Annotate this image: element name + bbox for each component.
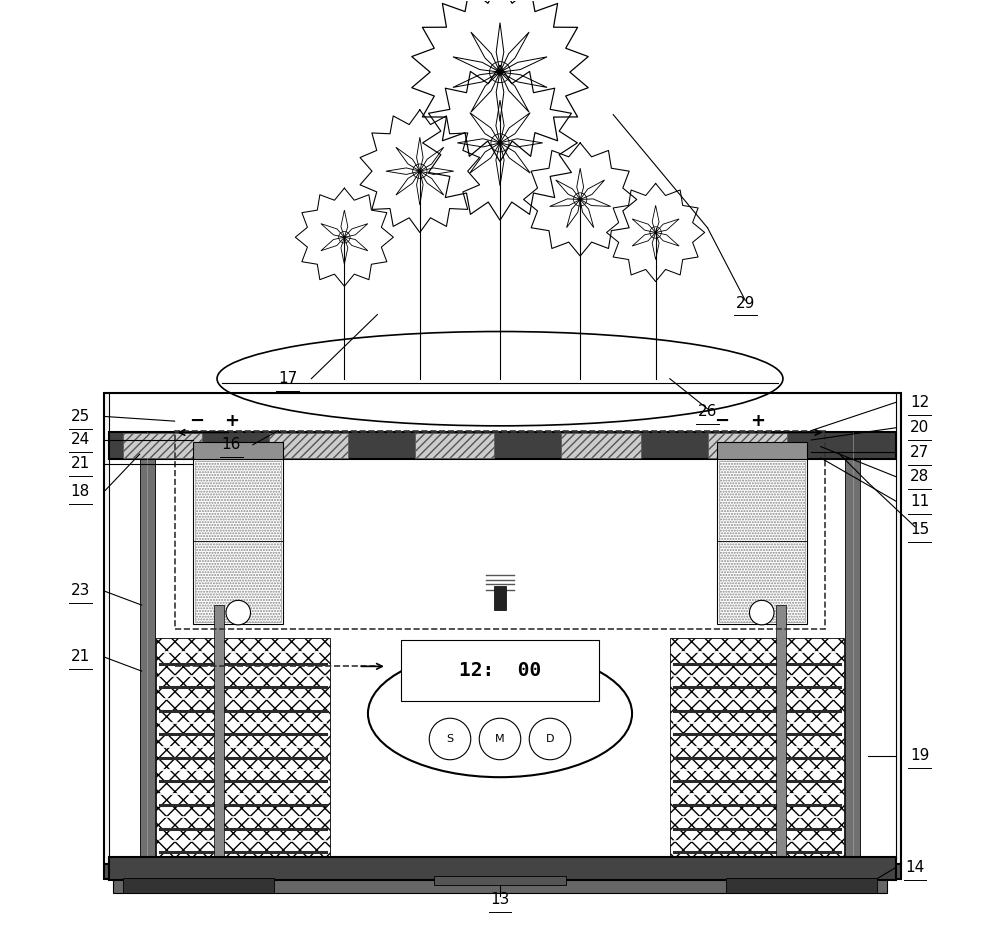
Bar	[123, 878, 274, 893]
Text: 26: 26	[698, 404, 717, 419]
Text: 23: 23	[71, 584, 90, 599]
Bar	[494, 587, 506, 610]
Text: 21: 21	[71, 456, 90, 471]
Bar	[434, 876, 566, 885]
Text: 11: 11	[910, 494, 929, 509]
Bar	[109, 393, 896, 860]
Text: −: −	[714, 412, 729, 430]
Text: 27: 27	[910, 445, 929, 460]
Ellipse shape	[368, 650, 632, 778]
Bar	[415, 433, 494, 458]
Text: 19: 19	[910, 748, 929, 763]
Bar	[776, 605, 786, 860]
Bar	[193, 459, 283, 624]
Circle shape	[226, 601, 251, 625]
Bar	[156, 638, 330, 860]
Text: 21: 21	[71, 649, 90, 664]
Bar	[104, 865, 901, 879]
Bar	[561, 433, 641, 458]
Text: 13: 13	[490, 892, 510, 907]
Text: +: +	[224, 412, 239, 430]
Text: 14: 14	[905, 860, 925, 875]
Text: 24: 24	[71, 432, 90, 447]
Text: 17: 17	[278, 371, 297, 386]
Bar	[719, 461, 805, 622]
Bar	[113, 874, 887, 893]
Text: S: S	[446, 734, 454, 744]
Text: 15: 15	[910, 522, 929, 537]
Bar	[123, 433, 202, 458]
Circle shape	[749, 601, 774, 625]
Bar	[195, 461, 281, 622]
Bar	[175, 430, 825, 629]
Text: 29: 29	[736, 296, 755, 310]
Bar	[109, 857, 896, 881]
Text: M: M	[495, 734, 505, 744]
Bar	[193, 442, 283, 459]
Bar	[104, 393, 901, 865]
Bar	[401, 639, 599, 701]
Bar	[670, 638, 844, 860]
Text: 20: 20	[910, 420, 929, 435]
Bar	[140, 432, 155, 860]
Text: −: −	[189, 412, 204, 430]
Text: 25: 25	[71, 409, 90, 424]
Bar	[214, 605, 224, 860]
Bar	[717, 459, 807, 624]
Text: 18: 18	[71, 484, 90, 499]
Bar	[109, 432, 896, 459]
Bar	[708, 433, 787, 458]
Text: +: +	[750, 412, 765, 430]
Bar	[717, 442, 807, 459]
Text: 16: 16	[221, 437, 241, 452]
Bar	[269, 433, 348, 458]
Text: 12:  00: 12: 00	[459, 660, 541, 679]
Bar	[845, 432, 860, 860]
Text: D: D	[546, 734, 554, 744]
Text: 12: 12	[910, 394, 929, 410]
Bar	[726, 878, 877, 893]
Text: 28: 28	[910, 469, 929, 484]
